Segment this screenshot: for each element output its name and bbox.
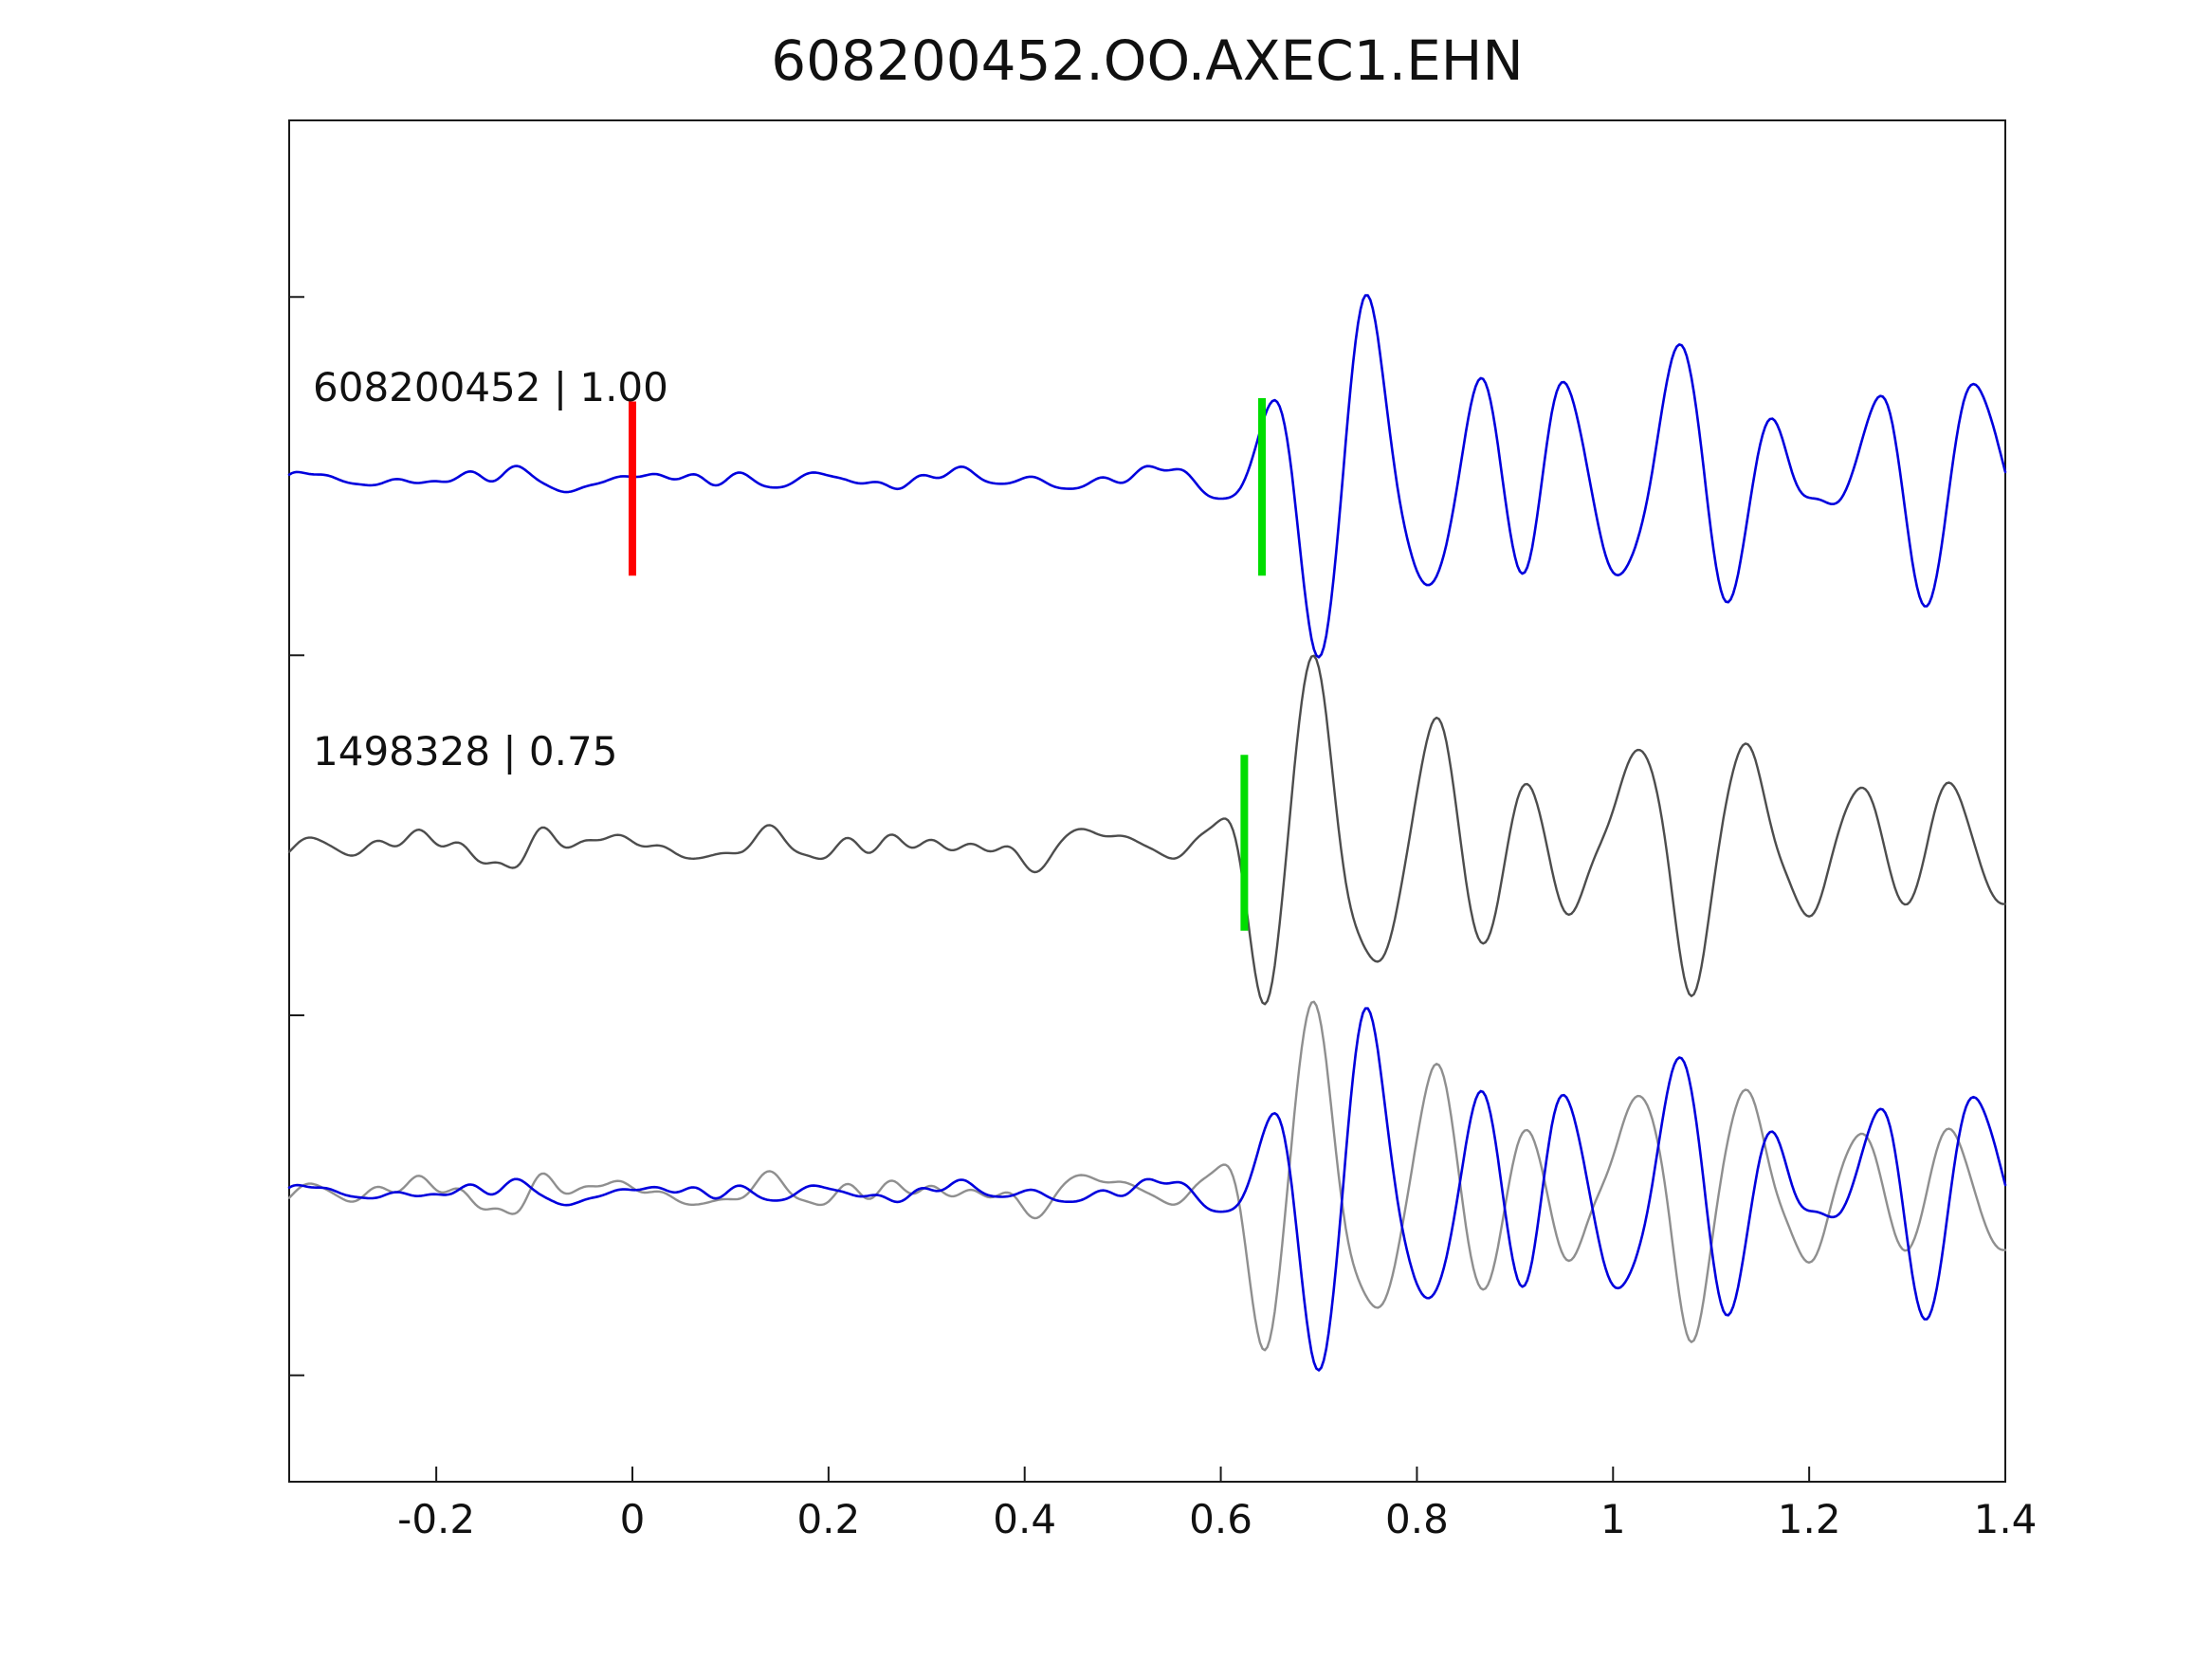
template-waveform xyxy=(287,294,2007,659)
x-tick-label: 1 xyxy=(1600,1496,1626,1542)
detection-trace-label: 1498328 | 0.75 xyxy=(313,728,618,775)
x-tick-label: 0.6 xyxy=(1189,1496,1252,1542)
detection_light-waveform xyxy=(287,1000,2007,1352)
x-tick-label: 0.2 xyxy=(796,1496,861,1542)
x-tick-label: -0.2 xyxy=(397,1496,476,1542)
axes-box xyxy=(288,119,2006,1483)
x-tick-label: 1.4 xyxy=(1973,1496,2038,1542)
template-trace-label: 608200452 | 1.00 xyxy=(313,364,668,410)
x-tick-label: 1.2 xyxy=(1777,1496,1841,1542)
template-waveform xyxy=(287,1007,2007,1372)
x-tick-label: 0.8 xyxy=(1385,1496,1449,1542)
chart-title: 608200452.OO.AXEC1.EHN xyxy=(771,28,1524,93)
x-tick-label: 0.4 xyxy=(993,1496,1057,1542)
detection-waveform xyxy=(287,654,2007,1006)
x-tick-label: 0 xyxy=(619,1496,646,1542)
